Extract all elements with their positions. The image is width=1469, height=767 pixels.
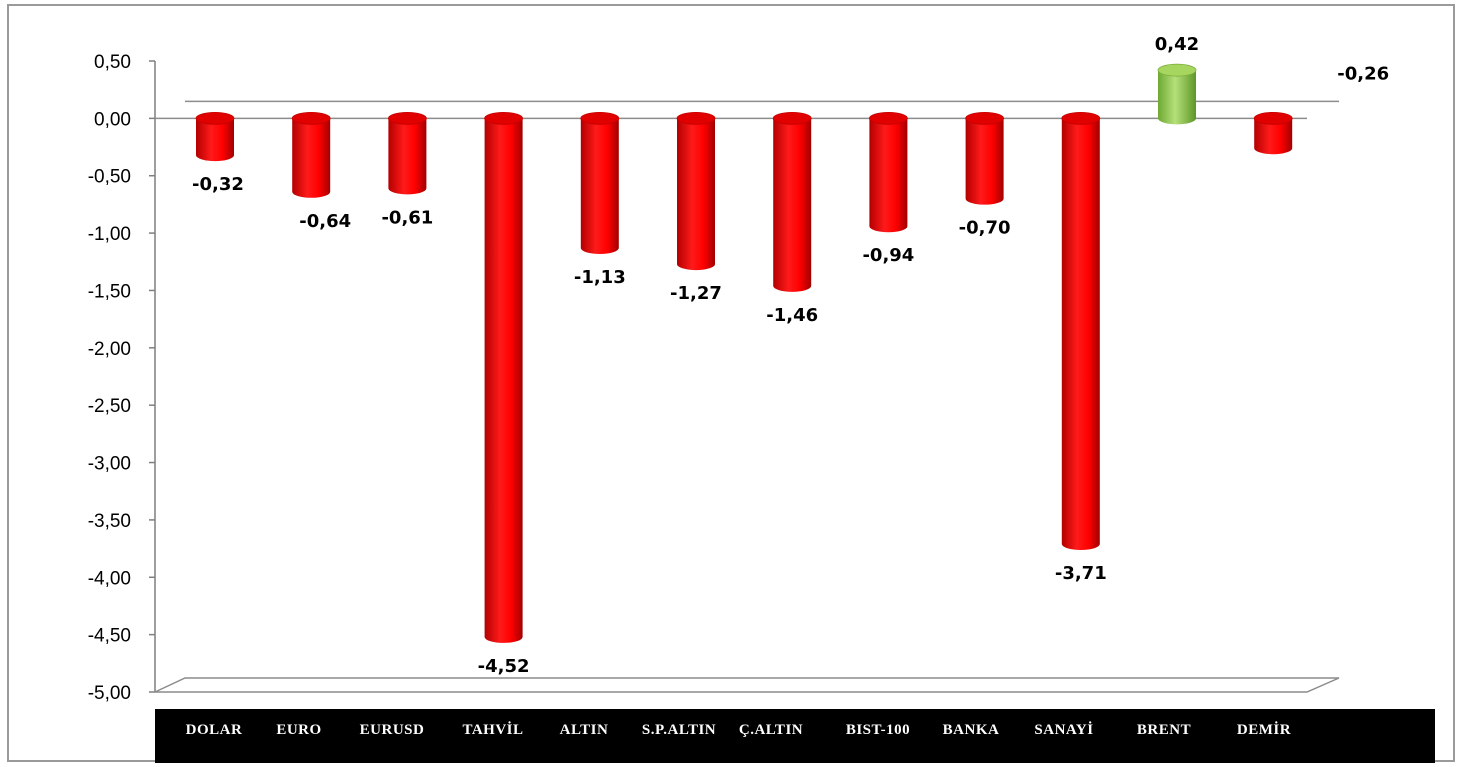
bar-top [195, 111, 235, 125]
category-band-bg [155, 709, 1435, 763]
bar-body [484, 118, 523, 643]
bar-body [292, 118, 331, 198]
x-tick-label: SANAYİ [1034, 721, 1093, 738]
y-tick-label: -0,50 [88, 167, 131, 188]
data-label: -0,70 [959, 218, 1011, 239]
y-tick-label: -1,50 [88, 281, 131, 302]
data-label: 0,42 [1155, 34, 1199, 55]
data-label: -0,32 [192, 174, 244, 195]
data-labels: -0,32 -0,64 -0,61 -4,52 -1,13 -1,27 -1,46 -0,94… [192, 34, 1389, 677]
data-label: -0,64 [299, 211, 351, 232]
bar-top [484, 111, 524, 125]
data-label: -3,71 [1055, 563, 1107, 584]
chart-frame: 0,50 0,00 -0,50 -1,00 -1,50 -2,00 -2,50 -3,00 -3… [7, 4, 1455, 763]
x-tick-label: EURO [276, 722, 321, 738]
bar-altin [580, 111, 620, 255]
y-tick-label: -3,00 [88, 454, 131, 475]
bar-s.p.altin [676, 111, 716, 271]
bar-ç.altin [772, 111, 812, 292]
bar-top [676, 111, 716, 125]
bar-tahvi̇l [484, 111, 524, 643]
bar-eurusd [387, 111, 427, 195]
y-tick-label: -4,00 [88, 568, 131, 589]
x-tick-label: TAHVİL [462, 721, 523, 738]
category-band: DOLAR EURO EURUSD TAHVİL ALTIN S.P.ALTIN Ç.ALT… [155, 709, 1435, 763]
y-tick-label: -3,50 [88, 511, 131, 532]
x-tick-label: DOLAR [186, 722, 243, 738]
bar-banka [965, 111, 1004, 205]
y-tick-label: -1,00 [88, 224, 131, 245]
y-tick-label: -4,50 [88, 626, 131, 647]
x-tick-label: Ç.ALTIN [739, 722, 803, 738]
bar-body [1254, 118, 1293, 155]
y-tick-label: -2,50 [88, 396, 131, 417]
data-label: -1,13 [574, 267, 626, 288]
x-tick-label: BRENT [1137, 722, 1191, 738]
bar-sanayi̇ [1061, 111, 1101, 551]
x-tick-label: BANKA [943, 722, 1000, 738]
data-label: -0,94 [862, 245, 914, 266]
data-label: -0,26 [1337, 63, 1389, 84]
bar-body [1061, 118, 1100, 551]
bar-body [869, 118, 908, 233]
bar-demi̇r [1253, 111, 1293, 155]
axes: 0,50 0,00 -0,50 -1,00 -1,50 -2,00 -2,50 -3,00 -3… [88, 52, 1340, 704]
data-label: -0,61 [381, 207, 433, 228]
y-tick-label: -2,00 [88, 339, 131, 360]
bar-bist-100 [869, 111, 908, 233]
bar-body [677, 118, 715, 271]
bar-euro [291, 111, 331, 198]
bar-dolar [195, 111, 235, 162]
bar-brent [1157, 63, 1197, 125]
bar-top [772, 111, 812, 125]
x-tick-label: S.P.ALTIN [642, 722, 716, 738]
bar-body [1158, 70, 1196, 125]
bars [195, 63, 1293, 643]
bar-top [1253, 111, 1293, 125]
bar-chart: 0,50 0,00 -0,50 -1,00 -1,50 -2,00 -2,50 -3,00 -3… [88, 34, 1435, 763]
bar-top [1061, 111, 1101, 125]
bar-body [196, 118, 234, 162]
data-label: -4,52 [478, 656, 530, 677]
bar-top [1157, 63, 1197, 77]
bar-body [773, 118, 812, 292]
x-tick-label: EURUSD [360, 722, 425, 738]
y-tick-label: -5,00 [88, 683, 131, 704]
bar-body [965, 118, 1004, 205]
x-tick-label: DEMİR [1237, 721, 1291, 738]
x-tick-label: BIST-100 [846, 722, 910, 738]
bar-top [965, 111, 1004, 125]
bar-top [291, 111, 331, 125]
bar-body [580, 118, 619, 255]
y-tick-label: 0,50 [94, 52, 131, 73]
x-tick-label: ALTIN [560, 722, 609, 738]
chart-floor [154, 677, 1340, 693]
bar-top [387, 111, 427, 125]
bar-body [388, 118, 427, 195]
bar-top [869, 111, 908, 125]
y-tick-label: 0,00 [94, 109, 131, 130]
data-label: -1,27 [670, 283, 722, 304]
data-label: -1,46 [766, 305, 818, 326]
bar-top [580, 111, 620, 125]
